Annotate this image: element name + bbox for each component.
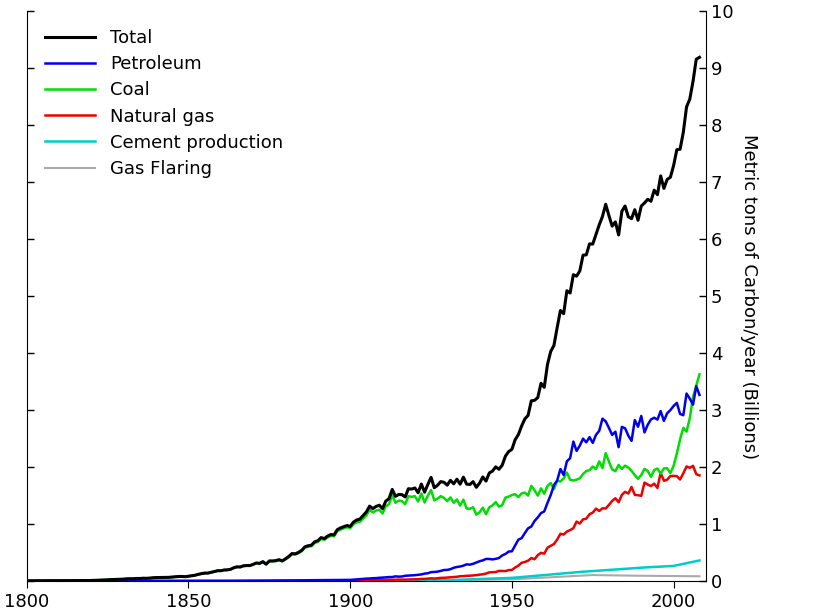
Cement production	[164, 577, 174, 585]
Cement production	[261, 577, 271, 585]
Line: Total: Total	[27, 57, 699, 581]
Cement production	[22, 577, 32, 585]
Petroleum	[261, 577, 271, 584]
Total	[694, 54, 704, 61]
Coal	[568, 477, 577, 484]
Line: Cement production: Cement production	[27, 560, 699, 581]
Natural gas	[687, 462, 697, 469]
Total	[484, 469, 494, 477]
Total	[164, 574, 174, 581]
Petroleum	[41, 577, 51, 585]
Cement production	[484, 575, 494, 582]
Gas Flaring	[22, 577, 32, 585]
Coal	[484, 504, 494, 511]
Gas Flaring	[587, 571, 597, 579]
Petroleum	[500, 550, 509, 558]
Natural gas	[484, 569, 494, 576]
Cement production	[500, 574, 509, 582]
Coal	[41, 577, 51, 584]
Line: Coal: Coal	[27, 375, 699, 581]
Total	[22, 577, 32, 584]
Natural gas	[22, 577, 32, 585]
Gas Flaring	[568, 573, 577, 580]
Natural gas	[500, 568, 509, 575]
Line: Natural gas: Natural gas	[27, 466, 699, 581]
Gas Flaring	[694, 573, 704, 580]
Gas Flaring	[500, 576, 509, 583]
Y-axis label: Metric tons of Carbon/year (Billions): Metric tons of Carbon/year (Billions)	[740, 133, 758, 459]
Natural gas	[41, 577, 51, 585]
Natural gas	[261, 577, 271, 585]
Total	[500, 453, 509, 460]
Gas Flaring	[484, 576, 494, 584]
Petroleum	[164, 577, 174, 585]
Coal	[500, 494, 509, 501]
Natural gas	[694, 472, 704, 479]
Gas Flaring	[164, 577, 174, 585]
Coal	[164, 574, 174, 581]
Legend: Total, Petroleum, Coal, Natural gas, Cement production, Gas Flaring: Total, Petroleum, Coal, Natural gas, Cem…	[36, 20, 292, 187]
Coal	[694, 371, 704, 378]
Cement production	[568, 569, 577, 576]
Gas Flaring	[41, 577, 51, 585]
Natural gas	[568, 525, 577, 532]
Petroleum	[694, 391, 704, 399]
Total	[261, 560, 271, 568]
Total	[41, 577, 51, 584]
Coal	[22, 577, 32, 584]
Petroleum	[22, 577, 32, 585]
Line: Petroleum: Petroleum	[27, 386, 699, 581]
Petroleum	[484, 555, 494, 563]
Total	[568, 271, 577, 279]
Petroleum	[568, 438, 577, 445]
Cement production	[694, 557, 704, 564]
Petroleum	[690, 383, 700, 390]
Gas Flaring	[261, 577, 271, 585]
Cement production	[41, 577, 51, 585]
Coal	[261, 561, 271, 568]
Line: Gas Flaring: Gas Flaring	[27, 575, 699, 581]
Natural gas	[164, 577, 174, 585]
